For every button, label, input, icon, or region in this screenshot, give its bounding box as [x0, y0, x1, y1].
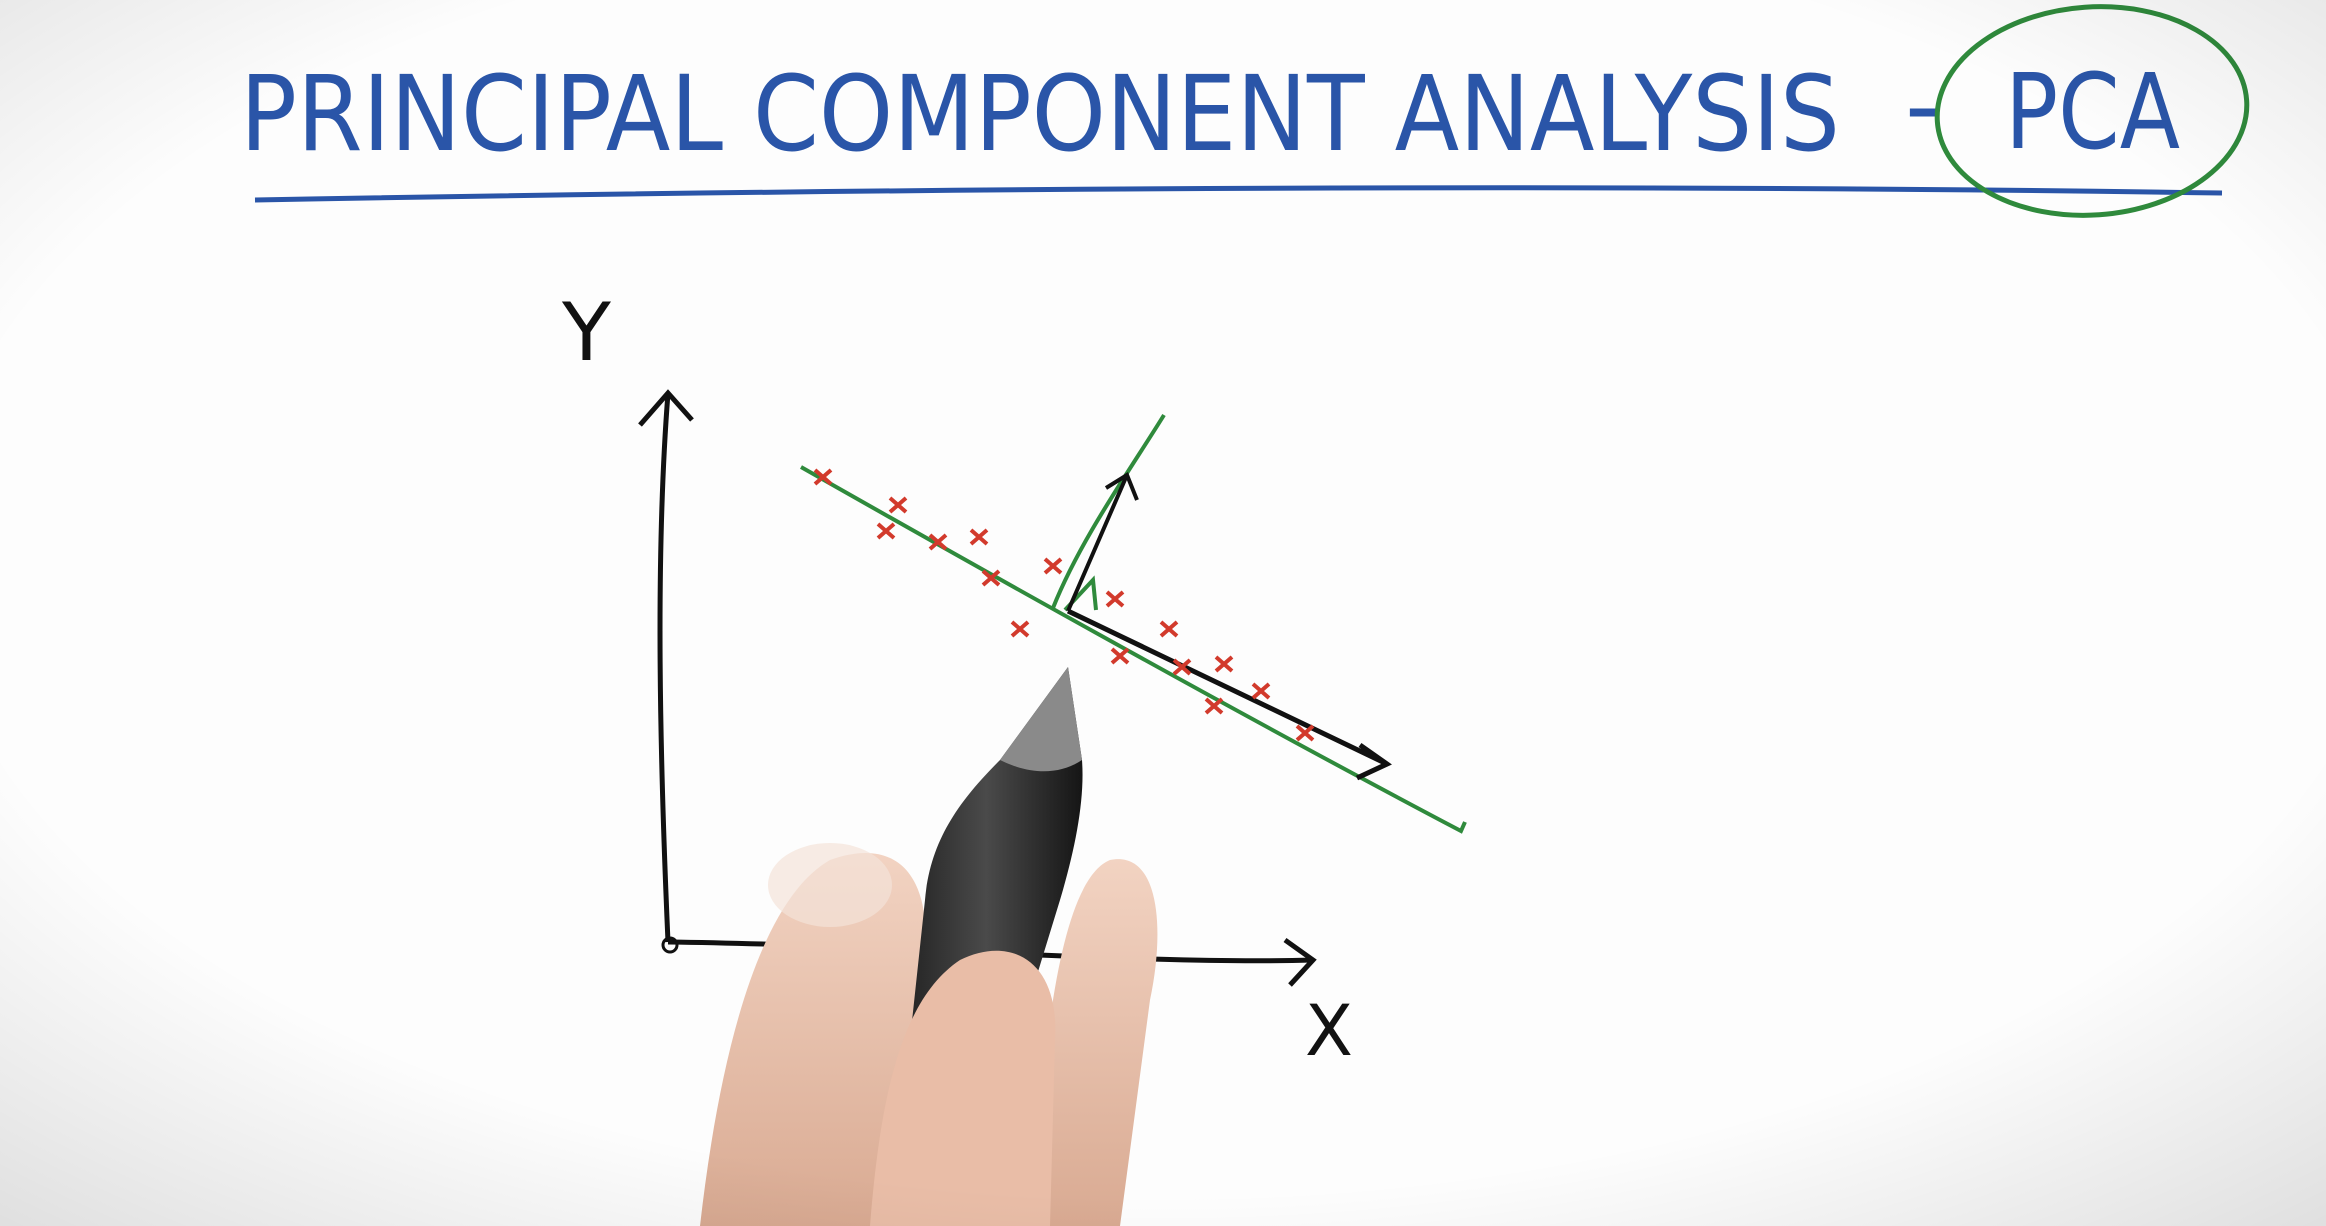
page: PRINCIPAL COMPONENT ANALYSIS - PCA Y X [0, 0, 2326, 1226]
whiteboard: PRINCIPAL COMPONENT ANALYSIS - PCA Y X [0, 0, 2326, 1226]
vignette [0, 0, 2326, 1226]
